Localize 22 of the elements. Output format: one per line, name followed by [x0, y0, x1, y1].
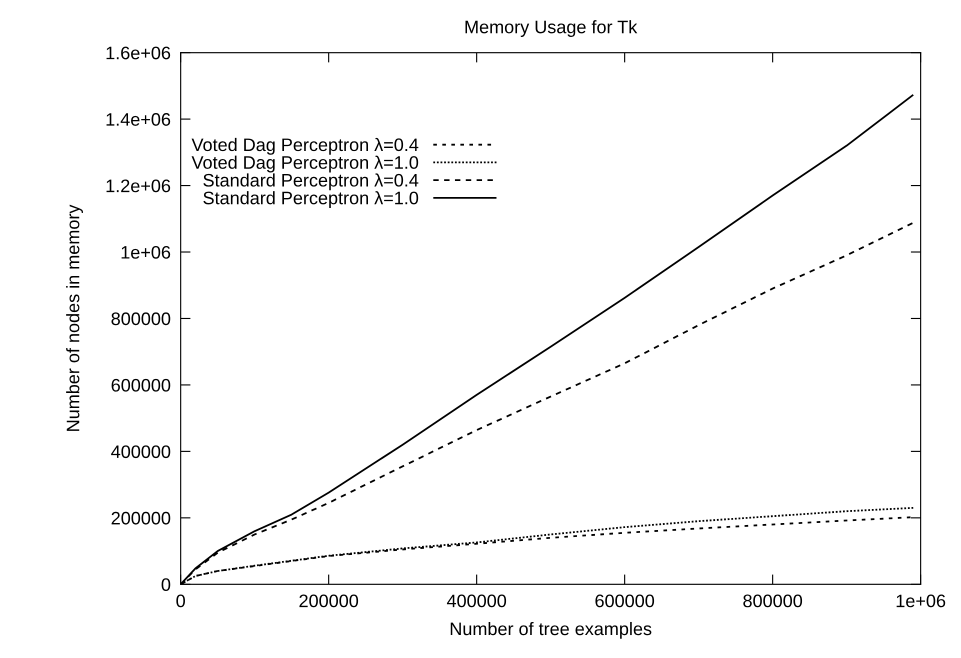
- x-tick-label: 600000: [595, 594, 654, 608]
- y-axis-title: Number of nodes in memory: [66, 204, 83, 431]
- y-tick-label: 0: [162, 578, 170, 592]
- x-tick-label: 0: [176, 594, 185, 608]
- y-tick-label: 400000: [111, 445, 170, 458]
- y-tick-label: 200000: [112, 512, 170, 525]
- y-tick-label: 1.4e+06: [106, 113, 170, 126]
- legend-label: Voted Dag Perceptron λ=0.4: [192, 138, 418, 155]
- legend-label: Voted Dag Perceptron λ=1.0: [192, 156, 418, 172]
- x-tick-label: 400000: [446, 594, 506, 608]
- chart-title: Memory Usage for Tk: [466, 20, 638, 37]
- y-tick-label: 1e+06: [122, 246, 170, 259]
- y-tick-label: 1.2e+06: [106, 179, 170, 192]
- y-tick-label: 1.6e+06: [106, 46, 170, 60]
- x-tick-label: 800000: [743, 594, 802, 608]
- x-axis-title: Number of tree examples: [450, 622, 652, 639]
- y-tick-label: 600000: [112, 378, 170, 392]
- x-tick-label: 200000: [299, 594, 358, 608]
- legend-label: Standard Perceptron λ=1.0: [203, 191, 418, 208]
- y-tick-label: 800000: [111, 312, 170, 326]
- x-tick-label: 1e+06: [896, 594, 946, 608]
- legend-label: Standard Perceptron λ=0.4: [203, 173, 418, 190]
